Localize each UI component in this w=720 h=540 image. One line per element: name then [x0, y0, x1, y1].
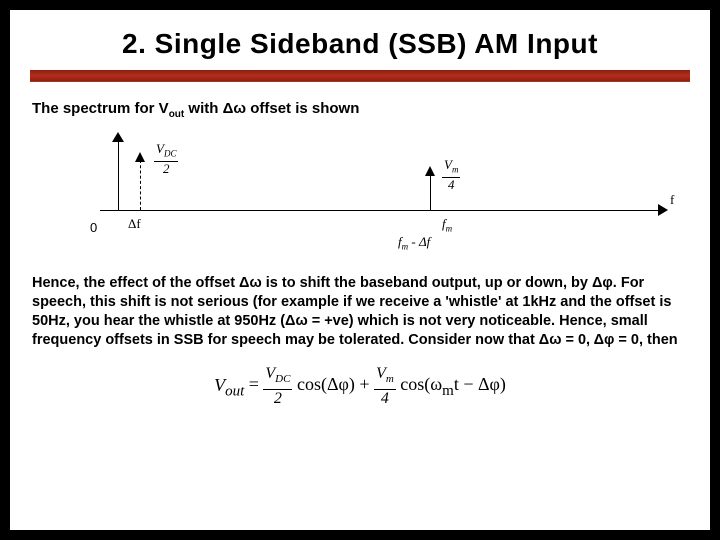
eq-t2-post-sub: m — [442, 383, 454, 399]
eq-term2-frac: Vm 4 — [374, 365, 396, 407]
eq-equals: = — [244, 375, 263, 395]
eq-term1-frac: VDC 2 — [263, 365, 292, 407]
vdc-den: 2 — [154, 162, 178, 176]
equation: Vout = VDC2 cos(Δφ) + Vm4 cos(ωmt − Δφ) — [10, 357, 710, 411]
impulse-fm-arrow-icon — [425, 166, 435, 176]
eq-t2-num-sub: m — [386, 374, 394, 386]
vdc-num: V — [156, 141, 164, 156]
impulse-fm — [430, 174, 431, 210]
eq-t2-post-post: t − Δφ) — [454, 375, 506, 395]
impulse-dc-label: VDC 2 — [154, 142, 178, 176]
impulse-dc-arrow-icon — [135, 152, 145, 162]
vm-num-sub: m — [452, 165, 459, 175]
slide-title: 2. Single Sideband (SSB) AM Input — [10, 10, 710, 70]
intro-pre: The spectrum for V — [32, 100, 169, 117]
y-axis-arrow-icon — [112, 132, 124, 142]
fm-minus-df-label: fm - Δf — [398, 234, 430, 252]
eq-t1-num-sub: DC — [275, 374, 290, 386]
eq-t1-num: V — [265, 365, 275, 382]
origin-label: 0 — [90, 220, 97, 235]
body-paragraph: Hence, the effect of the offset Δω is to… — [10, 270, 710, 357]
impulse-dc — [140, 160, 141, 210]
impulse-fm-fraction: Vm 4 — [442, 158, 460, 192]
fm-label: fm — [442, 216, 452, 234]
spectrum-figure: f VDC 2 Vm 4 0 Δf fm fm - Δf — [30, 132, 690, 262]
title-rule — [30, 70, 690, 82]
eq-t1-post: cos(Δφ) + — [292, 375, 374, 395]
x-axis-label: f — [670, 192, 674, 208]
eq-t2-post-pre: cos(ω — [396, 375, 442, 395]
fm-minus-post: - Δf — [408, 234, 430, 249]
vm-num: V — [444, 157, 452, 172]
intro-post: with Δω offset is shown — [184, 100, 359, 117]
title-rule-wrap — [10, 70, 710, 82]
eq-t2-num: V — [376, 365, 386, 382]
delta-f-label: Δf — [128, 216, 141, 232]
impulse-fm-label: Vm 4 — [442, 158, 460, 192]
eq-lhs-sub: out — [225, 383, 244, 399]
vm-den: 4 — [442, 178, 460, 192]
intro-text: The spectrum for Vout with Δω offset is … — [10, 82, 710, 126]
y-axis — [118, 140, 119, 210]
vdc-num-sub: DC — [164, 149, 177, 159]
eq-lhs: V — [214, 375, 225, 395]
eq-t1-den: 2 — [263, 390, 292, 408]
x-axis-arrow-icon — [658, 204, 668, 216]
x-axis — [100, 210, 660, 211]
fm-sub: m — [446, 224, 453, 234]
slide: 2. Single Sideband (SSB) AM Input The sp… — [10, 10, 710, 530]
eq-t2-den: 4 — [374, 390, 396, 408]
intro-sub: out — [169, 109, 185, 120]
impulse-dc-fraction: VDC 2 — [154, 142, 178, 176]
